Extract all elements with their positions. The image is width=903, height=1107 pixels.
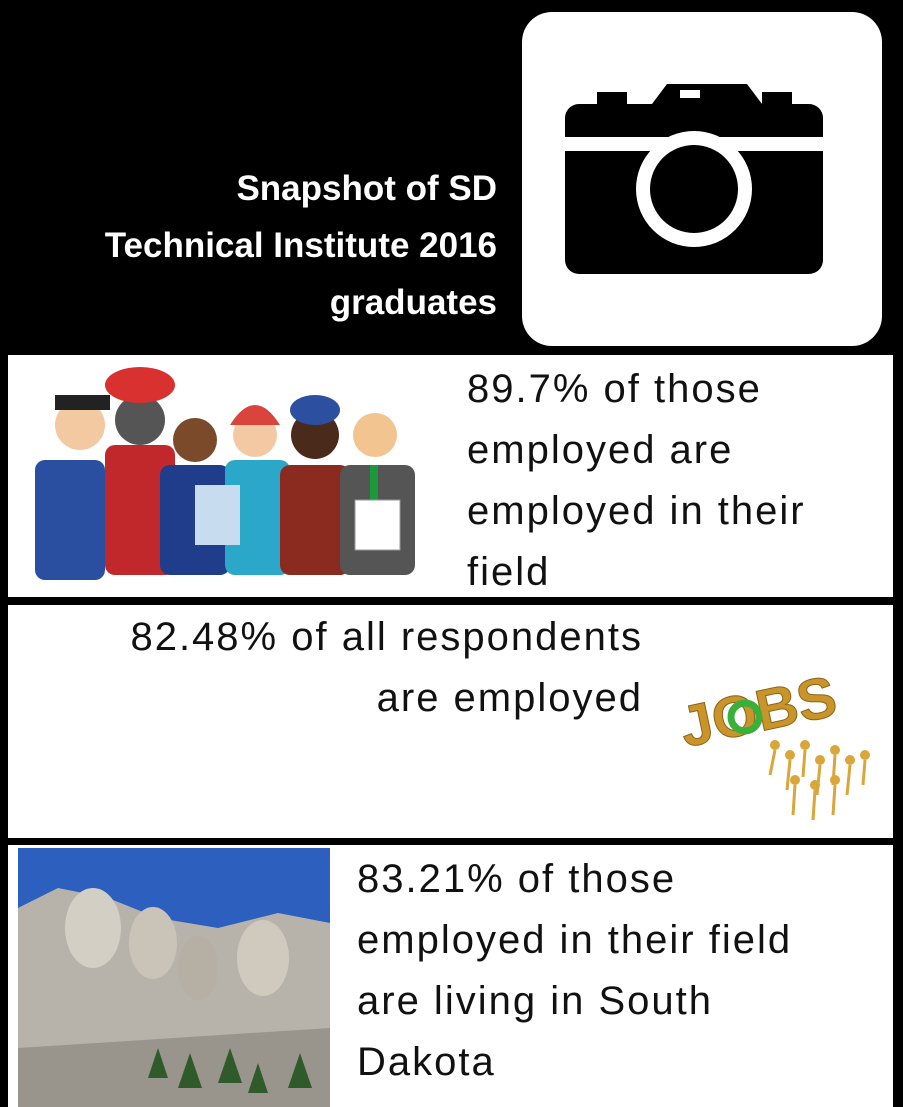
- stat-line: employed are: [467, 428, 734, 472]
- stat-line: 82.48% of all respondents: [130, 615, 643, 659]
- stat-line: employed in their field: [357, 918, 793, 962]
- title-line: graduates: [329, 283, 497, 322]
- stat-text: 83.21% of those employed in their field …: [357, 849, 792, 1093]
- title-line: Snapshot of SD: [236, 169, 497, 208]
- stat-line: are living in South: [357, 979, 713, 1023]
- panel: 89.7% of those employed are employed in …: [8, 355, 893, 597]
- panel: 82.48% of all respondents are employed J…: [8, 605, 893, 838]
- stat-line: 89.7% of those: [467, 367, 762, 411]
- panel: 83.21% of those employed in their field …: [8, 845, 893, 1107]
- stat-line: field: [467, 550, 551, 594]
- jobs-illustration: JOBS: [674, 663, 870, 821]
- stat-text: 82.48% of all respondents are employed: [130, 607, 643, 729]
- camera-icon: [522, 12, 882, 346]
- title-line: Technical Institute 2016: [104, 226, 497, 265]
- mount-rushmore-photo: [18, 848, 330, 1107]
- stat-line: employed in their: [467, 489, 806, 533]
- stat-text: 89.7% of those employed are employed in …: [467, 359, 806, 603]
- stat-line: Dakota: [357, 1040, 496, 1084]
- workers-illustration: [35, 367, 415, 580]
- stat-line: 83.21% of those: [357, 857, 677, 901]
- title: Snapshot of SD Technical Institute 2016 …: [105, 160, 497, 331]
- stat-line: are employed: [376, 676, 643, 720]
